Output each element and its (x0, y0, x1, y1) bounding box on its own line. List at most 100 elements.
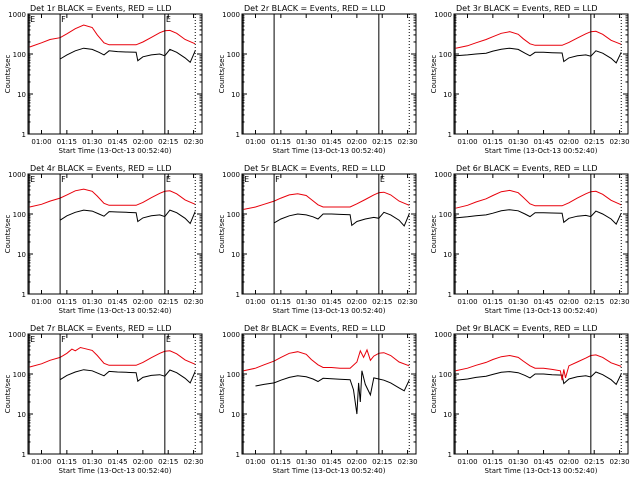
x-tick-label: 02:30 (609, 138, 629, 146)
time-marker-label: F (275, 175, 280, 184)
x-axis-label: Start Time (13-Oct-13 00:52:40) (273, 147, 386, 155)
y-tick-label: 10 (443, 91, 452, 99)
series-line-events (59, 209, 196, 225)
y-tick-label: 1 (448, 451, 452, 459)
y-tick-label: 1000 (434, 171, 452, 179)
y-tick-label: 1 (448, 131, 452, 139)
y-tick-label: 1000 (8, 11, 26, 19)
x-tick-label: 01:30 (508, 458, 528, 466)
series-group (455, 30, 622, 64)
x-tick-label: 01:15 (483, 138, 503, 146)
x-tick-label: 01:45 (321, 458, 341, 466)
x-tick-label: 02:00 (559, 298, 579, 306)
x-tick-label: 01:15 (271, 458, 291, 466)
x-tick-label: 01:00 (245, 138, 265, 146)
series-line-lld (29, 188, 196, 208)
x-axis-label: Start Time (13-Oct-13 00:52:40) (485, 467, 598, 475)
plot-frame (241, 13, 417, 135)
y-tick-label: 1000 (8, 171, 26, 179)
y-tick-label: 10 (17, 251, 26, 259)
x-tick-label: 01:15 (483, 458, 503, 466)
y-tick-label: 1000 (222, 11, 240, 19)
time-marker-label: E (30, 175, 35, 184)
time-marker-label: F (61, 15, 66, 24)
y-tick-label: 1000 (434, 11, 452, 19)
x-tick-label: 02:15 (158, 458, 178, 466)
x-tick-label: 01:30 (508, 138, 528, 146)
x-tick-label: 01:45 (321, 138, 341, 146)
x-tick-label: 01:15 (57, 138, 77, 146)
x-tick-label: 02:15 (158, 298, 178, 306)
x-tick-label: 01:45 (107, 298, 127, 306)
plot-frame (241, 333, 417, 455)
y-tick-label: 100 (13, 371, 26, 379)
x-axis-label: Start Time (13-Oct-13 00:52:40) (59, 467, 172, 475)
x-tick-label: 01:15 (57, 298, 77, 306)
x-tick-label: 02:00 (133, 138, 153, 146)
x-tick-label: 02:00 (133, 458, 153, 466)
series-group (29, 24, 196, 64)
x-tick-label: 01:00 (245, 298, 265, 306)
y-tick-label: 1 (236, 291, 240, 299)
y-tick-label: 1000 (8, 331, 26, 339)
panel-det4: Det 4r BLACK = Events, RED = LLD E F E 1 10 10… (4, 164, 204, 315)
series-line-lld (455, 189, 622, 209)
x-tick-label: 02:15 (372, 138, 392, 146)
time-marker-label: F (61, 175, 66, 184)
panel-title: Det 2r BLACK = Events, RED = LLD (244, 4, 386, 13)
series-line-events (455, 371, 622, 386)
x-tick-label: 01:45 (107, 458, 127, 466)
x-tick-label: 01:30 (82, 298, 102, 306)
panel-title: Det 8r BLACK = Events, RED = LLD (244, 324, 386, 333)
time-marker-label: F (61, 335, 66, 344)
panel-title: Det 4r BLACK = Events, RED = LLD (30, 164, 172, 173)
series-line-lld (455, 30, 622, 49)
x-tick-label: 01:45 (107, 138, 127, 146)
panel-det3: Det 3r BLACK = Events, RED = LLD 1 10 100 10… (430, 4, 630, 155)
panel-title: Det 6r BLACK = Events, RED = LLD (456, 164, 598, 173)
plot-frame (27, 333, 203, 455)
y-tick-label: 10 (231, 251, 240, 259)
series-line-events (255, 370, 410, 415)
x-tick-label: 01:30 (82, 458, 102, 466)
x-tick-label: 02:00 (559, 138, 579, 146)
x-tick-label: 01:15 (483, 298, 503, 306)
series-line-events (59, 369, 196, 384)
y-tick-label: 10 (443, 251, 452, 259)
panel-title: Det 1r BLACK = Events, RED = LLD (30, 4, 172, 13)
series-line-events (455, 47, 622, 64)
panel-title: Det 3r BLACK = Events, RED = LLD (456, 4, 598, 13)
series-group (29, 346, 196, 384)
y-tick-label: 100 (439, 371, 452, 379)
panel-title: Det 9r BLACK = Events, RED = LLD (456, 324, 598, 333)
time-marker-label: E (380, 175, 385, 184)
x-tick-label: 01:00 (31, 298, 51, 306)
series-line-lld (29, 346, 196, 368)
plot-frame (453, 173, 629, 295)
x-tick-label: 01:15 (271, 138, 291, 146)
y-axis-label: Counts/sec (218, 55, 226, 94)
panel-det7: Det 7r BLACK = Events, RED = LLD E F E 1 10 10… (4, 324, 204, 475)
panel-det8: Det 8r BLACK = Events, RED = LLD 1 10 100 10… (218, 324, 418, 475)
time-marker-label: E (166, 335, 171, 344)
x-tick-label: 01:15 (271, 298, 291, 306)
x-tick-label: 02:00 (133, 298, 153, 306)
x-tick-label: 01:45 (321, 298, 341, 306)
x-tick-label: 02:15 (584, 458, 604, 466)
time-marker-label: E (244, 175, 249, 184)
y-tick-label: 1 (236, 451, 240, 459)
panel-det6: Det 6r BLACK = Events, RED = LLD 1 10 100 10… (430, 164, 630, 315)
y-tick-label: 1000 (222, 171, 240, 179)
series-line-events (455, 209, 622, 225)
x-tick-label: 01:00 (245, 458, 265, 466)
y-tick-label: 1 (22, 131, 26, 139)
y-tick-label: 10 (231, 91, 240, 99)
x-tick-label: 01:45 (533, 138, 553, 146)
series-group (455, 354, 622, 386)
x-axis-label: Start Time (13-Oct-13 00:52:40) (485, 147, 598, 155)
x-tick-label: 01:00 (457, 458, 477, 466)
y-tick-label: 10 (17, 411, 26, 419)
y-axis-label: Counts/sec (430, 375, 438, 414)
y-tick-label: 1000 (434, 331, 452, 339)
